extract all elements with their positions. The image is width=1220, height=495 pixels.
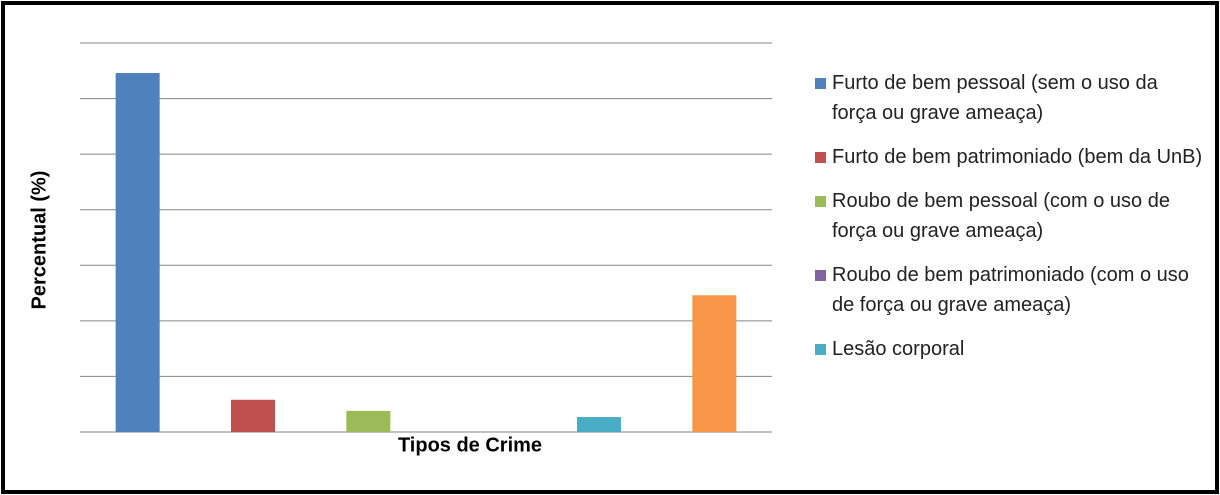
bar [115,73,160,432]
legend-item: Furto de bem pessoal (sem o uso da força… [815,68,1205,128]
legend-label: Roubo de bem pessoal (com o uso de força… [832,190,1170,242]
legend-item: Roubo de bem patrimoniado (com o uso de … [815,260,1205,320]
y-axis-label: Percentual (%) [28,171,50,310]
legend-swatch [815,270,826,281]
legend-item: Lesão corporal [815,334,1205,364]
legend-swatch [815,196,826,207]
legend-swatch [815,152,826,163]
bar [692,295,737,432]
legend: Furto de bem pessoal (sem o uso da força… [815,68,1205,364]
legend-label: Lesão corporal [832,338,965,360]
legend-item: Furto de bem patrimoniado (bem da UnB) [815,142,1205,172]
legend-label: Furto de bem pessoal (sem o uso da força… [832,72,1158,124]
legend-item: Roubo de bem pessoal (com o uso de força… [815,186,1205,246]
legend-label: Furto de bem patrimoniado (bem da UnB) [832,146,1203,168]
bar [577,416,621,432]
bar [346,410,391,432]
x-axis-label: Tipos de Crime [398,434,542,456]
legend-swatch [815,344,826,355]
bar [231,399,275,432]
legend-swatch [815,78,826,89]
legend-label: Roubo de bem patrimoniado (com o uso de … [832,264,1189,316]
